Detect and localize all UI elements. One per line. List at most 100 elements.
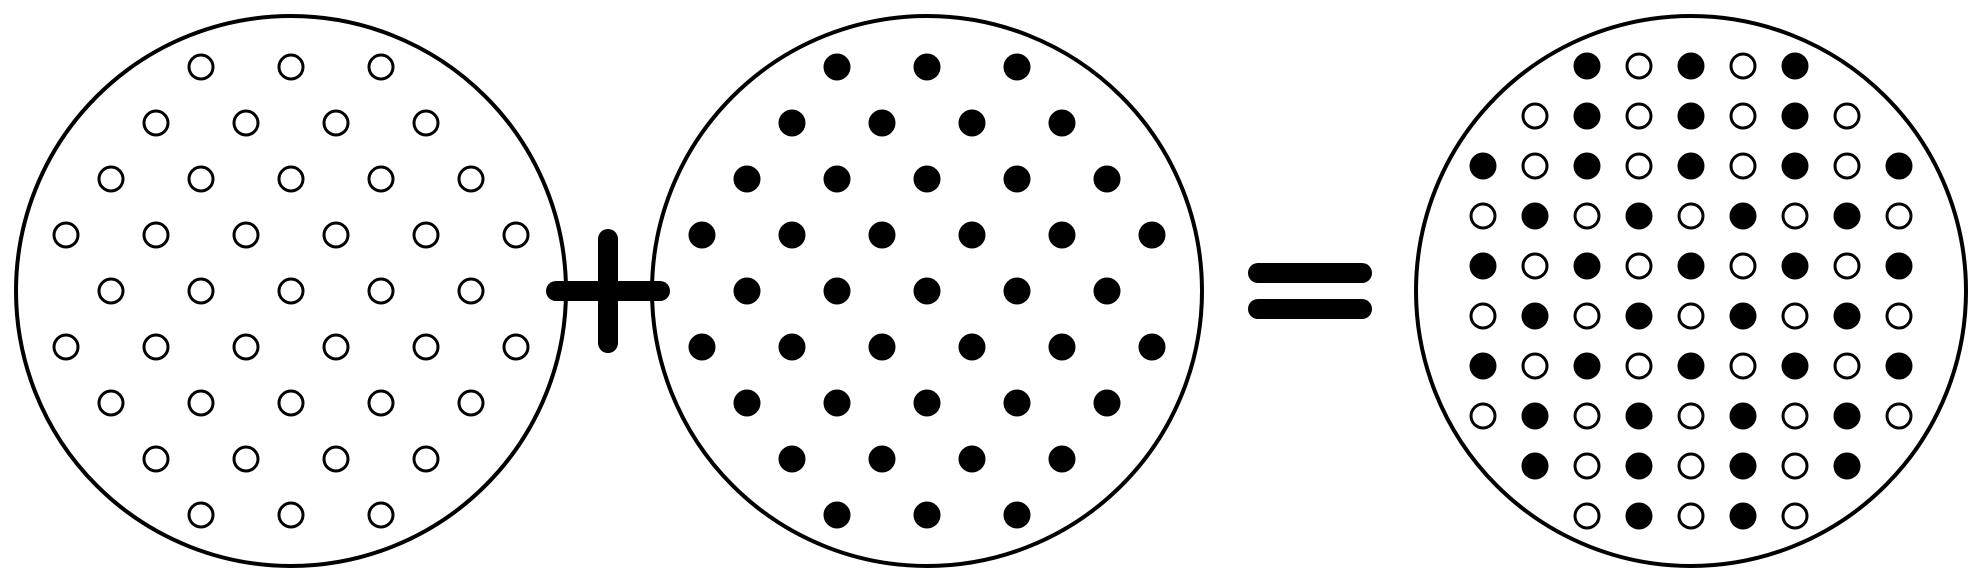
dot [279,279,303,303]
dot [144,335,168,359]
dot [1783,204,1807,228]
dot [1731,54,1755,78]
dot [279,55,303,79]
dot [1887,204,1911,228]
dot [780,111,804,135]
dot [1679,404,1703,428]
dot [1575,254,1599,278]
dot [825,167,849,191]
dot [735,391,759,415]
dot [1005,279,1029,303]
dot [54,223,78,247]
dot [459,391,483,415]
dot [915,55,939,79]
dot [1783,454,1807,478]
dot [825,279,849,303]
dot [1575,204,1599,228]
dot [144,447,168,471]
dot [234,447,258,471]
dot [780,335,804,359]
dot [1731,104,1755,128]
dot [825,391,849,415]
dot [1835,154,1859,178]
dot [1005,503,1029,527]
dot [324,223,348,247]
dot [54,335,78,359]
dot [1731,304,1755,328]
dot [1731,454,1755,478]
dot [870,223,894,247]
dot [870,335,894,359]
dot [1471,304,1495,328]
dot [1783,154,1807,178]
dot [279,503,303,527]
dot [414,447,438,471]
dot [1731,254,1755,278]
dot [1523,204,1547,228]
dot [1887,404,1911,428]
dot [1835,454,1859,478]
dot [99,167,123,191]
dot [1005,55,1029,79]
dot [414,335,438,359]
dot [1140,335,1164,359]
dot [1835,404,1859,428]
dot [1887,154,1911,178]
dot [459,167,483,191]
dot [1731,154,1755,178]
dot [414,223,438,247]
dot [1783,404,1807,428]
dot [324,111,348,135]
dot [1095,167,1119,191]
dot [1523,254,1547,278]
dot [1783,254,1807,278]
dot [1627,254,1651,278]
dot [459,279,483,303]
dot [1783,104,1807,128]
dot [1783,54,1807,78]
dot [915,167,939,191]
dot [1627,54,1651,78]
dot [1835,304,1859,328]
dot [1523,154,1547,178]
dot [1575,154,1599,178]
dot [1523,354,1547,378]
dot [1005,167,1029,191]
dot [1523,404,1547,428]
dot [915,279,939,303]
dot [1005,391,1029,415]
dot [1471,404,1495,428]
dot [1627,204,1651,228]
diagram-root [0,0,1982,582]
dot [1575,54,1599,78]
dot [690,223,714,247]
dot [1523,104,1547,128]
dot [189,503,213,527]
dot [1835,104,1859,128]
dot [1627,154,1651,178]
dot [1471,254,1495,278]
dot [1835,254,1859,278]
dot [369,503,393,527]
dot [234,111,258,135]
dot [1050,223,1074,247]
dot [870,447,894,471]
dot [1679,154,1703,178]
dot [1627,304,1651,328]
dot [99,279,123,303]
dot [369,279,393,303]
dot [780,447,804,471]
dot [1783,354,1807,378]
dot [1471,354,1495,378]
dot [1471,154,1495,178]
dot [144,111,168,135]
diagram-svg [0,0,1982,582]
dot [960,111,984,135]
dot [1679,454,1703,478]
dot [1835,354,1859,378]
dot [1887,304,1911,328]
dot [915,391,939,415]
dot [735,167,759,191]
dot [1627,354,1651,378]
dot [189,391,213,415]
